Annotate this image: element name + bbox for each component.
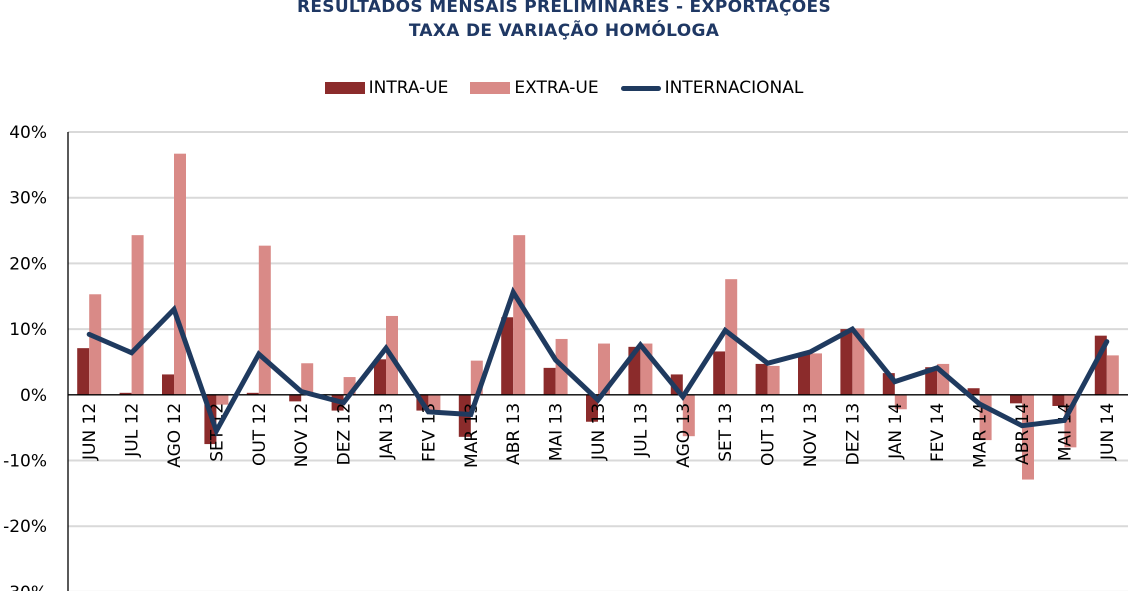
bar-extra	[258, 245, 271, 395]
bar-extra	[852, 328, 865, 395]
x-tick-label: MAI 13	[547, 403, 567, 461]
bar-intra	[246, 392, 259, 395]
x-tick-label: MAI 14	[1055, 403, 1075, 461]
bar-extra	[174, 153, 186, 395]
x-tick-label: JUN 12	[80, 403, 100, 461]
x-tick-label: JUL 13	[631, 403, 651, 458]
x-tick-label: ABR 13	[504, 403, 524, 465]
x-tick-label: NOV 12	[292, 403, 312, 467]
bar-extra	[894, 394, 907, 410]
legend-label-internacional: INTERNACIONAL	[664, 78, 804, 98]
x-tick-label: AGO 13	[674, 403, 694, 468]
bar-intra	[840, 329, 853, 395]
x-tick-label: OUT 13	[759, 403, 779, 466]
x-tick-label: MAR 13	[462, 403, 482, 468]
bar-extra	[598, 343, 610, 395]
x-tick-label: OUT 12	[250, 403, 270, 466]
bar-extra	[301, 363, 314, 395]
x-tick-label: DEZ 13	[843, 403, 863, 466]
x-tick-label: ABR 14	[1013, 403, 1033, 465]
bar-intra	[755, 363, 768, 395]
bar-extra	[1022, 394, 1034, 480]
x-tick-label: JUL 12	[123, 403, 143, 458]
bar-extra	[1106, 355, 1119, 395]
y-tick-label: 20%	[9, 254, 47, 274]
bar-extra	[216, 394, 229, 405]
y-tick-label: 30%	[9, 189, 47, 209]
legend-item-internacional: INTERNACIONAL	[620, 78, 804, 98]
bar-intra	[289, 394, 302, 402]
bar-extra	[131, 235, 144, 395]
y-tick-label: 0%	[20, 386, 47, 406]
bar-intra	[77, 348, 90, 395]
x-tick-label: DEZ 12	[335, 403, 355, 466]
y-tick-label: -20%	[3, 517, 47, 537]
bar-intra	[374, 359, 386, 395]
x-tick-label: JAN 14	[886, 403, 906, 460]
legend-swatch-extra	[470, 82, 511, 94]
bar-intra	[713, 351, 726, 395]
bar-intra	[967, 388, 980, 395]
bar-intra	[543, 367, 556, 395]
bar-intra	[501, 317, 514, 395]
legend-swatch-internacional	[620, 85, 661, 91]
bar-extra	[682, 394, 695, 437]
x-tick-label: SET 13	[716, 403, 736, 462]
x-tick-label: NOV 13	[801, 403, 821, 467]
x-tick-label: MAR 14	[971, 403, 991, 468]
x-tick-label: JUN 14	[1098, 403, 1118, 461]
x-tick-label: JUN 13	[589, 403, 609, 461]
legend-item-intra: INTRA-UE	[324, 78, 449, 98]
y-tick-label: 40%	[9, 123, 47, 143]
legend-item-extra: EXTRA-UE	[470, 78, 599, 98]
bar-extra	[810, 353, 822, 395]
chart-title: RESULTADOS MENSAIS PRELIMINARES - EXPORT…	[296, 0, 832, 17]
bar-intra	[586, 394, 598, 422]
x-tick-label: FEV 14	[928, 403, 948, 462]
bar-extra	[513, 235, 526, 395]
bar-extra	[89, 294, 102, 395]
legend-swatch-intra	[324, 82, 365, 94]
bar-intra	[798, 353, 810, 395]
y-tick-label: 10%	[9, 320, 47, 340]
bar-extra	[767, 365, 780, 395]
bar-intra	[925, 367, 938, 395]
y-tick-label: -30%	[3, 583, 47, 591]
bar-extra	[428, 394, 441, 412]
x-tick-label: JAN 13	[377, 403, 397, 460]
y-tick-label: -10%	[3, 452, 47, 472]
legend: INTRA-UE EXTRA-UE INTERNACIONAL	[0, 78, 1128, 98]
bar-intra	[119, 392, 132, 395]
legend-label-intra: INTRA-UE	[368, 78, 449, 98]
x-tick-label: AGO 12	[165, 403, 185, 468]
bar-intra	[1052, 394, 1065, 406]
bar-intra	[162, 374, 174, 395]
bar-intra	[1010, 394, 1022, 404]
x-tick-label: FEV 13	[419, 403, 439, 462]
legend-label-extra: EXTRA-UE	[514, 78, 599, 98]
chart-subtitle: TAXA DE VARIAÇÃO HOMÓLOGA	[408, 21, 720, 41]
